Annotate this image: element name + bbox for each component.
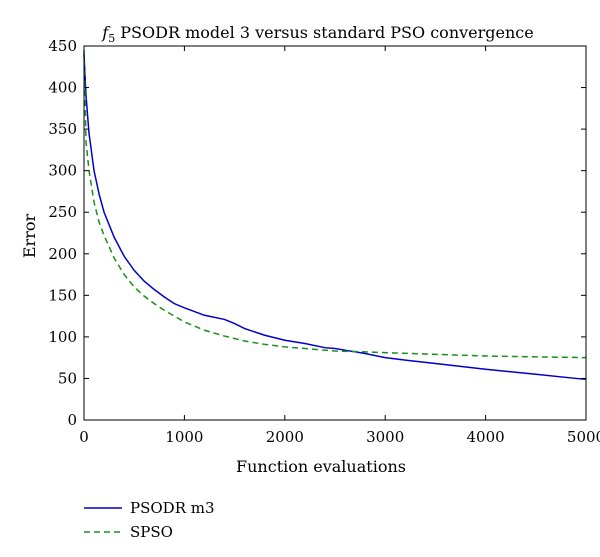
x-tick-label-0: 0 xyxy=(79,428,89,446)
y-axis-title: Error xyxy=(20,214,39,259)
legend: PSODR m3 SPSO xyxy=(84,499,215,541)
y-tick-label-5: 250 xyxy=(48,203,77,221)
legend-label-1: SPSO xyxy=(130,523,173,541)
x-axis-title: Function evaluations xyxy=(236,457,406,476)
chart-title-italic: f xyxy=(101,23,111,42)
chart-title: f5 PSODR model 3 versus standard PSO con… xyxy=(101,23,533,45)
series-line-1 xyxy=(83,50,587,359)
y-tick-label-3: 150 xyxy=(48,286,77,304)
y-tick-label-0: 0 xyxy=(67,411,77,429)
x-tick-label-2: 2000 xyxy=(266,428,304,446)
y-tick-label-7: 350 xyxy=(48,120,77,138)
x-tick-label-3: 3000 xyxy=(366,428,404,446)
series-line-0 xyxy=(83,54,587,381)
y-tick-label-8: 400 xyxy=(48,79,77,97)
y-tick-label-2: 100 xyxy=(48,328,77,346)
y-tick-label-4: 200 xyxy=(48,245,77,263)
plot-frame xyxy=(83,45,587,421)
y-tick-label-1: 50 xyxy=(58,369,77,387)
y-tick-label-9: 450 xyxy=(48,37,77,55)
x-tick-label-4: 4000 xyxy=(467,428,505,446)
chart-title-rest: PSODR model 3 versus standard PSO conver… xyxy=(115,23,534,42)
x-tick-label-1: 1000 xyxy=(165,428,203,446)
chart-title-subscript: 5 xyxy=(108,32,115,45)
legend-label-0: PSODR m3 xyxy=(130,499,215,517)
y-tick-label-6: 300 xyxy=(48,162,77,180)
